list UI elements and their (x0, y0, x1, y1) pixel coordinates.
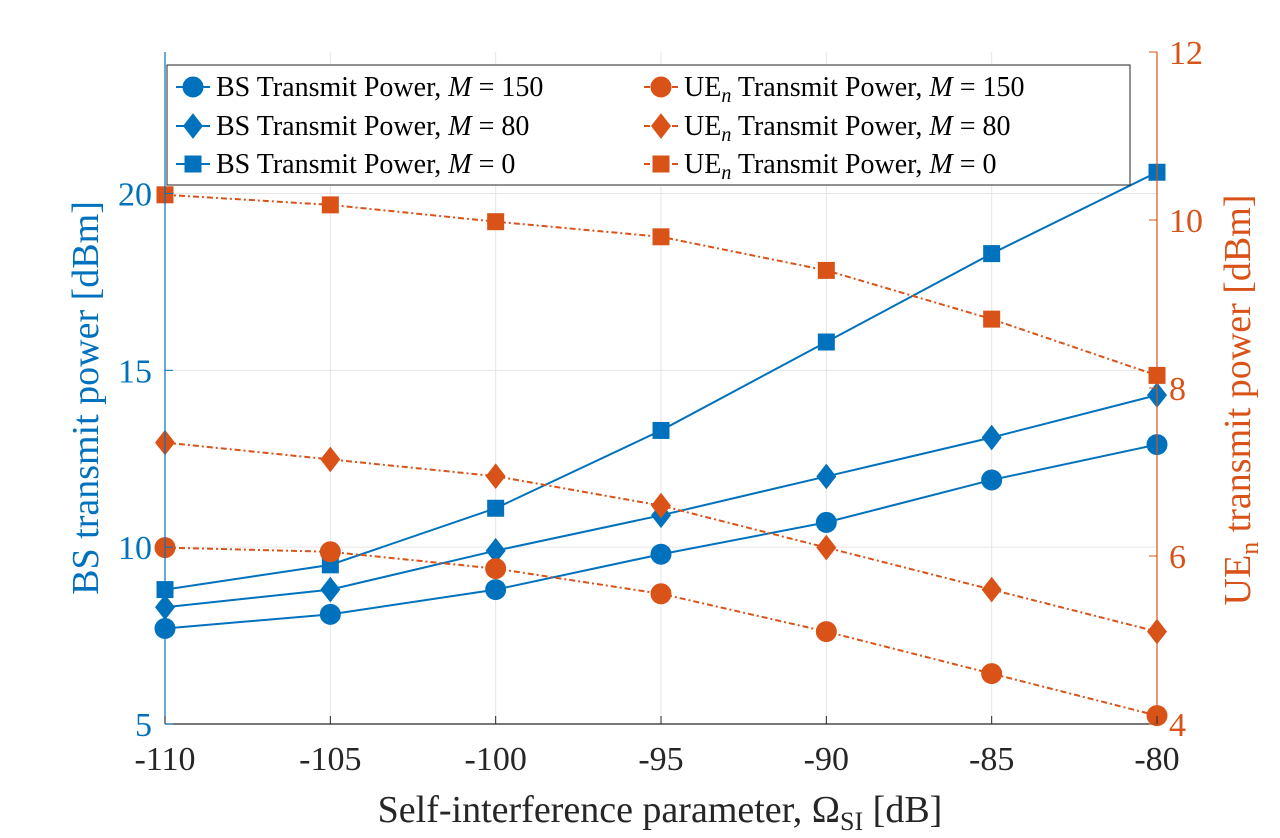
legend-marker-circle (182, 76, 204, 98)
data-point-diamond (320, 446, 341, 473)
x-tick-label: -90 (804, 741, 849, 778)
data-point-circle (485, 558, 507, 580)
x-axis-label: Self-interference parameter, ΩSI [dB] (378, 789, 943, 836)
right-tick-label: 6 (1169, 539, 1186, 576)
data-point-circle (485, 579, 507, 601)
data-point-circle (319, 603, 341, 625)
legend-label: BS Transmit Power, M = 150 (216, 72, 543, 103)
data-point-diamond (981, 424, 1002, 451)
data-point-diamond (485, 463, 506, 490)
x-tick-label: -100 (465, 741, 527, 778)
right-tick-label: 12 (1169, 35, 1203, 72)
data-point-circle (815, 511, 837, 533)
data-point-diamond (816, 534, 837, 561)
legend-label: BS Transmit Power, M = 0 (216, 149, 515, 180)
data-point-circle (815, 621, 837, 643)
x-tick-label: -85 (969, 741, 1014, 778)
data-point-circle (981, 663, 1003, 685)
legend-item-4: UEn Transmit Power, M = 80 (644, 111, 1010, 146)
data-point-square (321, 196, 339, 214)
data-point-square (817, 261, 835, 279)
data-point-square (487, 499, 505, 517)
data-point-diamond (816, 463, 837, 490)
data-point-square (983, 310, 1001, 328)
data-point-square (652, 228, 670, 246)
data-point-diamond (981, 576, 1002, 603)
left-tick-label: 10 (118, 530, 152, 567)
axes (164, 51, 1158, 725)
right-tick-label: 8 (1169, 371, 1186, 408)
x-tick-label: -110 (134, 741, 195, 778)
right-axis-label: UEn transmit power [dBm] (1217, 195, 1264, 606)
legend-label: BS Transmit Power, M = 80 (216, 111, 529, 142)
data-point-square (652, 421, 670, 439)
series-5 (155, 429, 1167, 645)
left-tick-label: 15 (118, 353, 152, 390)
legend-item-2: UEn Transmit Power, M = 150 (644, 72, 1024, 107)
x-tick-label: -95 (638, 741, 683, 778)
series-layer (154, 163, 1168, 727)
tick-labels: -110 -105 -100 -95 -90 -85 -80 5 10 15 20 4 6 8 10 12 (118, 35, 1203, 778)
x-axis-label-subscript: SI (840, 807, 863, 836)
legend-item-6: UEn Transmit Power, M = 0 (644, 149, 996, 184)
data-point-square (487, 213, 505, 231)
legend-marker-diamond (183, 113, 203, 139)
legend-marker-square (652, 155, 670, 173)
series-6 (156, 186, 1166, 384)
legend-label: UEn Transmit Power, M = 0 (684, 149, 996, 184)
right-axis-label-subscript: n (1235, 542, 1264, 555)
legend-marker-diamond (651, 113, 671, 139)
data-point-circle (650, 543, 672, 565)
data-point-square (983, 245, 1001, 263)
legend-marker-square (184, 155, 202, 173)
data-point-diamond (651, 492, 671, 519)
series-3 (156, 163, 1166, 599)
x-tick-label: -105 (299, 741, 361, 778)
legend-label: UEn Transmit Power, M = 150 (684, 72, 1024, 107)
legend-label: UEn Transmit Power, M = 80 (684, 111, 1010, 146)
data-point-diamond (320, 576, 341, 603)
left-tick-label: 5 (135, 707, 152, 744)
data-point-circle (650, 583, 672, 605)
data-point-square (817, 333, 835, 351)
left-axis-label: BS transmit power [dBm] (65, 201, 107, 595)
right-tick-label: 4 (1169, 707, 1186, 744)
legend-marker-circle (650, 76, 672, 98)
data-point-circle (981, 469, 1003, 491)
legend-item-1: BS Transmit Power, M = 150 (176, 72, 543, 103)
left-tick-label: 20 (118, 176, 152, 213)
x-tick-label: -80 (1134, 741, 1179, 778)
legend-item-3: BS Transmit Power, M = 80 (176, 111, 529, 142)
right-tick-label: 10 (1169, 203, 1203, 240)
data-point-circle (319, 541, 341, 563)
legend: BS Transmit Power, M = 150 UEn Transmit P… (166, 64, 1131, 186)
legend-item-5: BS Transmit Power, M = 0 (176, 149, 515, 180)
